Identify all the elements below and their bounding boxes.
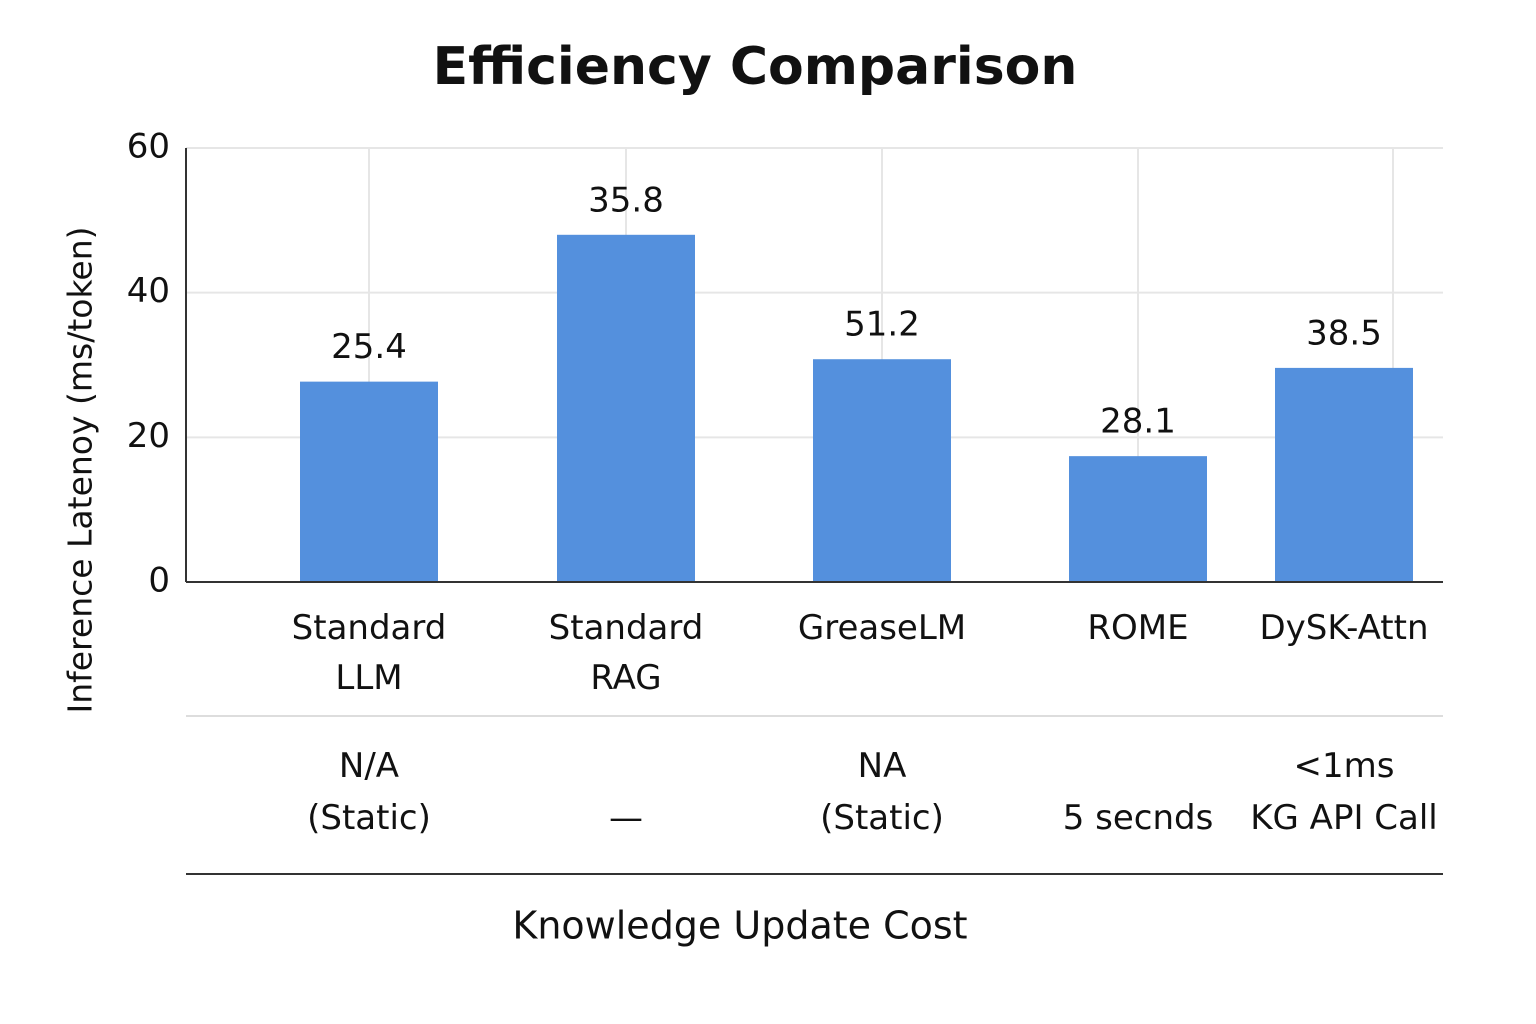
row-value: NA (Static) bbox=[820, 746, 944, 838]
y-axis-label: Inference Latenoy (ms/token) bbox=[61, 226, 100, 713]
x-tick-label: Standard RAG bbox=[548, 608, 704, 698]
x-tick-label: ROME bbox=[1087, 608, 1189, 648]
row-value: N/A (Static) bbox=[307, 746, 431, 838]
bar bbox=[813, 359, 951, 582]
bar-annotation: 25.4 bbox=[331, 327, 407, 367]
row-value: 5 secnds bbox=[1062, 798, 1214, 838]
bar bbox=[1275, 367, 1413, 582]
bar-annotation: 38.5 bbox=[1306, 313, 1382, 353]
bar-annotation: 35.8 bbox=[588, 180, 664, 220]
row-value: <1ms KG API Call bbox=[1250, 746, 1438, 838]
bar bbox=[557, 234, 695, 583]
x-tick-label: GreaseLM bbox=[797, 608, 967, 648]
y-tick-label: 40 bbox=[127, 271, 170, 311]
row-title: Knowledge Update Cost bbox=[512, 904, 967, 948]
chart-title: Efficiency Comparison bbox=[433, 37, 1078, 97]
y-tick-label: 20 bbox=[127, 416, 170, 456]
bar bbox=[300, 381, 438, 582]
bar-annotation: 28.1 bbox=[1100, 402, 1176, 442]
y-tick-label: 0 bbox=[148, 561, 170, 601]
y-tick-label: 60 bbox=[127, 127, 170, 167]
x-tick-label: DySK-Attn bbox=[1259, 608, 1429, 648]
bar-annotation: 51.2 bbox=[844, 305, 920, 345]
x-tick-label: Standard LLM bbox=[291, 608, 447, 698]
row-value: — bbox=[609, 798, 643, 838]
bar bbox=[1069, 456, 1207, 582]
